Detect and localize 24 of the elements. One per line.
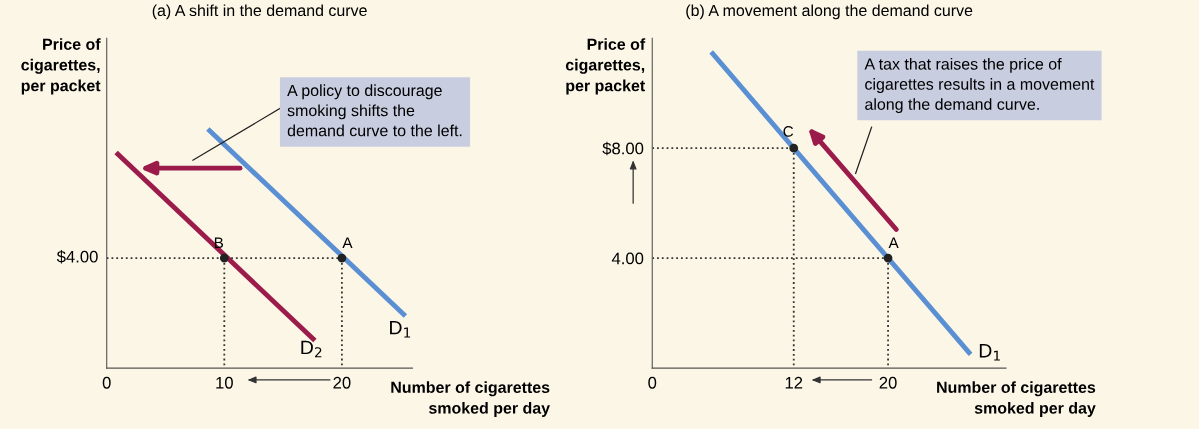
chart-title: (b) A movement along the demand curve xyxy=(686,4,973,20)
x-axis-title: Number of cigarettes smoked per day xyxy=(937,381,1096,417)
annotation: D$_{1}$ xyxy=(979,344,1000,361)
y-axis-title: Price of cigarettes, per packet xyxy=(565,38,646,95)
annotation: D$_{1}$ xyxy=(390,320,411,338)
annotation: B xyxy=(214,237,224,248)
x-tick-label: 20 xyxy=(879,376,897,389)
x-tick-label: 10 xyxy=(216,376,233,389)
y-tick-label: $8.00 xyxy=(602,141,644,156)
annotation: D$_{2}$ xyxy=(301,340,322,358)
x-tick-label: 20 xyxy=(333,376,351,389)
x-tick-label: 0 xyxy=(648,376,657,389)
annotation: A tax that raises the price of cigarettes results in a movement along the demand curve. xyxy=(864,57,1095,114)
x-tick-label: 0 xyxy=(102,376,111,389)
annotation: A policy to discourage smoking shifts the demand curve to the left. xyxy=(287,84,462,137)
chart-title: (a) A shift in the demand curve xyxy=(152,4,367,20)
annotation: A xyxy=(342,237,353,248)
y-axis-title: Price of cigarettes, per packet xyxy=(21,38,101,95)
x-axis-title: Number of cigarettes smoked per day xyxy=(391,381,550,417)
x-tick-label: 12 xyxy=(785,376,803,389)
annotation: C xyxy=(783,125,794,137)
y-tick-label: 4.00 xyxy=(611,252,644,265)
annotation: A xyxy=(888,237,899,248)
annotation: $4.00 xyxy=(56,250,98,264)
